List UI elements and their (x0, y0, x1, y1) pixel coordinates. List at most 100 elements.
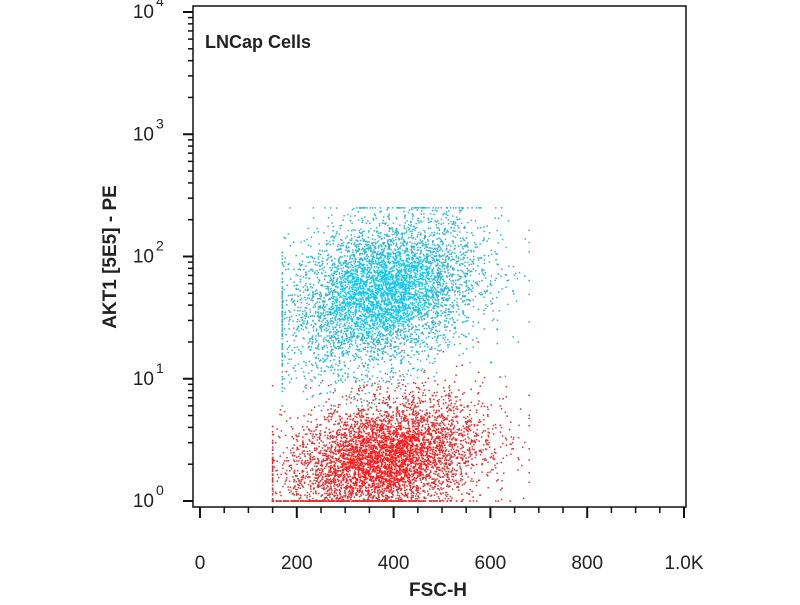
data-point (443, 296, 445, 299)
data-point (372, 207, 374, 209)
data-point (305, 311, 307, 314)
data-point (427, 355, 430, 358)
data-point (404, 217, 406, 219)
data-point (362, 290, 364, 292)
data-point (429, 250, 432, 252)
data-point (417, 296, 420, 298)
data-point (456, 279, 459, 281)
data-point (321, 321, 323, 323)
data-point (460, 240, 462, 242)
data-point (410, 318, 413, 320)
data-point (310, 346, 313, 348)
data-point (427, 277, 429, 279)
data-point (395, 318, 397, 320)
data-point (353, 291, 355, 294)
data-point (287, 268, 290, 270)
data-point (336, 311, 339, 313)
data-point (396, 265, 398, 267)
data-point (341, 308, 343, 311)
data-point (387, 301, 390, 303)
data-point (418, 285, 421, 287)
data-point (381, 248, 384, 251)
data-point (446, 207, 448, 209)
data-point (466, 273, 468, 276)
data-point (331, 320, 334, 322)
data-point (363, 253, 366, 255)
data-point (343, 301, 346, 304)
data-point (409, 225, 412, 227)
data-point (380, 338, 383, 340)
data-point (364, 346, 366, 348)
data-point (312, 270, 314, 272)
data-point (358, 365, 360, 367)
data-point (361, 337, 363, 339)
data-point (431, 262, 433, 264)
data-point (407, 237, 410, 239)
data-point (496, 342, 498, 345)
data-point (356, 334, 359, 337)
data-point (422, 274, 424, 277)
data-point (360, 270, 362, 272)
data-point (422, 207, 424, 209)
data-point (398, 287, 400, 289)
data-point (361, 307, 364, 309)
data-point (414, 331, 416, 333)
data-point (355, 298, 358, 300)
data-point (365, 240, 368, 243)
data-point (377, 363, 379, 365)
data-point (322, 340, 325, 343)
data-point (389, 313, 391, 316)
data-point (459, 277, 462, 280)
data-point (424, 295, 426, 297)
data-point (465, 348, 468, 350)
data-point (388, 272, 391, 274)
data-point (422, 333, 425, 335)
data-point (385, 340, 387, 343)
data-point (281, 405, 283, 407)
data-point (328, 281, 330, 284)
data-point (429, 264, 432, 267)
data-point (468, 332, 470, 335)
data-point (362, 287, 365, 289)
data-point (453, 344, 456, 346)
data-point (411, 350, 413, 352)
data-point (303, 268, 305, 271)
data-point (422, 277, 424, 279)
data-point (326, 324, 328, 327)
data-point (389, 343, 391, 345)
data-point (393, 317, 395, 319)
data-point (382, 271, 384, 274)
data-point (365, 248, 367, 250)
data-point (324, 354, 326, 356)
data-point (347, 319, 349, 322)
data-point (333, 309, 336, 312)
data-point (438, 228, 441, 230)
data-point (335, 273, 338, 276)
data-point (462, 301, 464, 303)
data-point (428, 261, 430, 263)
data-point (353, 243, 355, 246)
data-point (370, 227, 372, 230)
data-point (513, 293, 515, 295)
data-point (397, 270, 400, 272)
data-point (438, 245, 441, 247)
data-point (340, 280, 343, 283)
data-point (411, 285, 413, 287)
data-point (348, 347, 350, 350)
data-point (494, 250, 496, 253)
data-point (389, 359, 391, 361)
data-point (361, 275, 364, 278)
data-point (431, 317, 433, 319)
data-point (416, 242, 419, 244)
data-point (483, 313, 485, 315)
data-point (434, 302, 436, 304)
data-point (386, 337, 389, 339)
data-point (453, 299, 456, 302)
data-point (452, 319, 454, 321)
data-point (376, 289, 378, 291)
data-point (385, 334, 388, 336)
data-point (407, 291, 410, 294)
data-point (366, 281, 369, 283)
data-point (351, 320, 353, 322)
data-point (386, 313, 388, 316)
